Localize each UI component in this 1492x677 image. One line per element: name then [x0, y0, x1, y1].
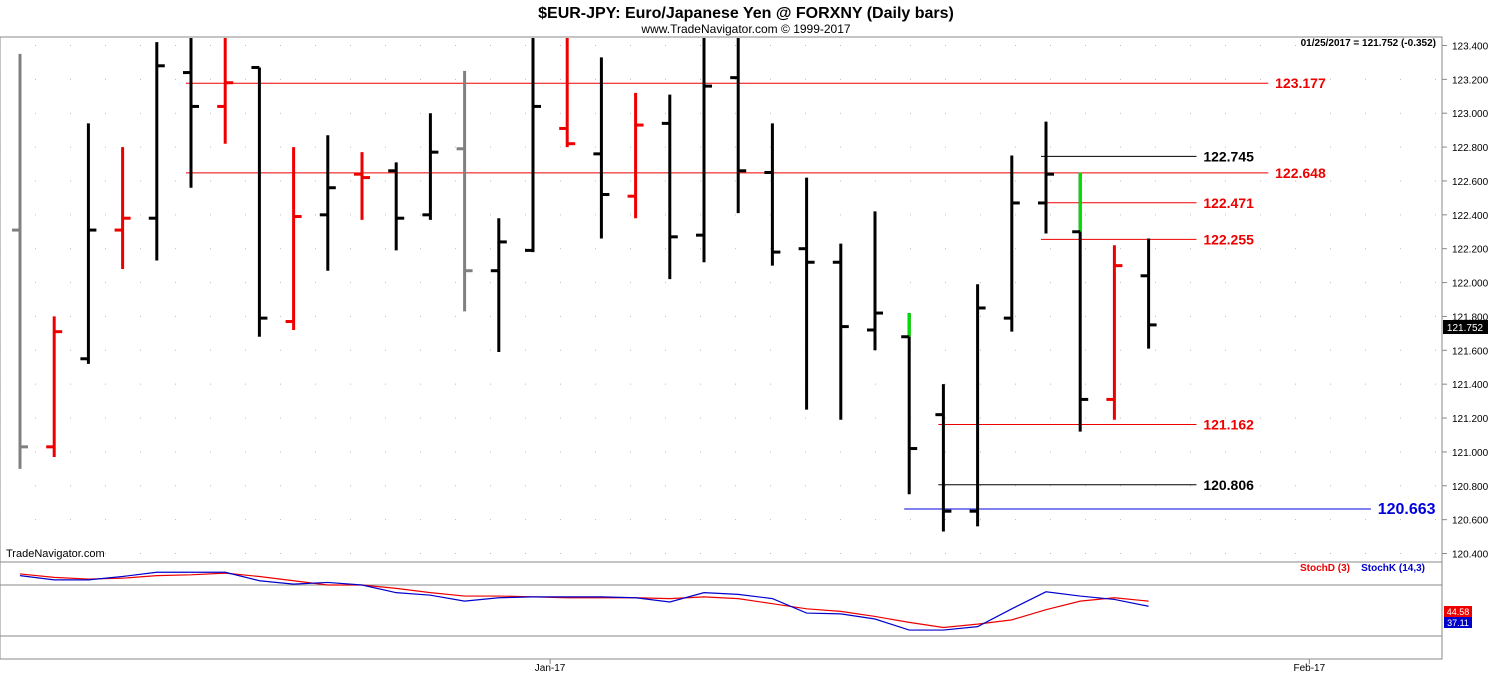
chart-subtitle: www.TradeNavigator.com © 1999-2017	[640, 22, 850, 36]
stochd-line	[19, 572, 1149, 629]
y-tick-label: 121.600	[1452, 346, 1489, 357]
level-label: 120.806	[1203, 477, 1254, 493]
y-tick-label: 122.600	[1452, 177, 1489, 188]
y-tick-label: 123.000	[1452, 109, 1489, 120]
level-label: 122.648	[1275, 165, 1326, 181]
price-levels: 123.177 122.648 122.745 122.471 122.255 121.1…	[186, 75, 1436, 518]
level-label: 122.471	[1203, 195, 1254, 211]
y-tick-label: 120.800	[1452, 482, 1489, 493]
quote-readout: 01/25/2017 = 121.752 (-0.352)	[1301, 38, 1436, 49]
legend-stochd: StochD (3)	[1300, 563, 1350, 574]
y-tick-label: 120.400	[1452, 550, 1489, 561]
level-label: 123.177	[1275, 75, 1326, 91]
y-tick-label: 122.800	[1452, 143, 1489, 154]
x-axis: Jan-17 Feb-17	[0, 658, 1442, 674]
y-tick-label: 121.200	[1452, 414, 1489, 425]
level-label: 122.255	[1203, 231, 1254, 247]
y-tick-label: 123.400	[1452, 41, 1489, 52]
y-tick-label: 121.800	[1452, 312, 1489, 323]
stochk-last-badge: 37.11	[1447, 618, 1469, 628]
level-label: 120.663	[1378, 501, 1436, 518]
level-label: 122.745	[1203, 148, 1254, 164]
stochd-last-badge: 44.58	[1447, 607, 1470, 617]
y-tick-label: 121.000	[1452, 448, 1489, 459]
y-tick-label: 122.400	[1452, 211, 1489, 222]
y-tick-label: 122.200	[1452, 245, 1489, 256]
x-tick-label: Feb-17	[1293, 663, 1325, 674]
watermark: TradeNavigator.com	[6, 548, 105, 560]
last-price-badge: 121.752	[1447, 323, 1484, 334]
y-tick-label: 123.200	[1452, 75, 1489, 86]
level-label: 121.162	[1203, 416, 1254, 432]
y-tick-label: 121.400	[1452, 380, 1489, 391]
y-tick-label: 122.000	[1452, 279, 1489, 290]
price-y-axis: 123.400 123.200 123.000 122.800 122.600 122.4…	[1441, 37, 1489, 562]
chart-title: $EUR-JPY: Euro/Japanese Yen @ FORXNY (Da…	[538, 5, 954, 22]
price-bars	[12, 38, 1157, 532]
x-tick-label: Jan-17	[535, 663, 566, 674]
legend-stochk: StochK (14,3)	[1361, 563, 1425, 574]
stochk-line	[19, 571, 1149, 631]
y-tick-label: 120.600	[1452, 516, 1489, 527]
